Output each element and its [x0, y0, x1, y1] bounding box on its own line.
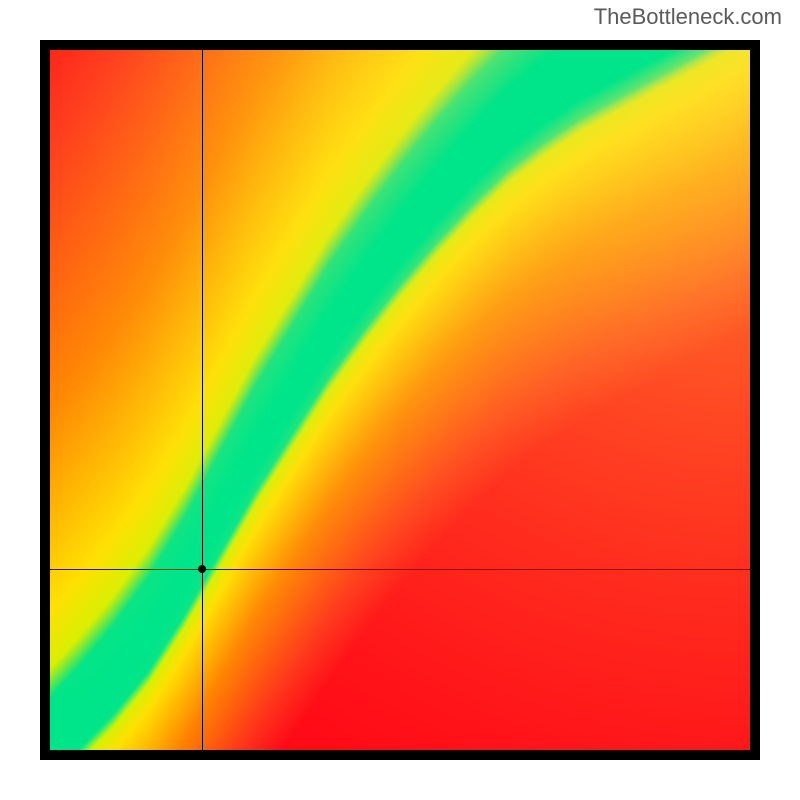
crosshair-horizontal [40, 569, 760, 570]
heatmap-canvas [40, 40, 760, 760]
crosshair-vertical [202, 40, 203, 760]
chart-container: TheBottleneck.com [0, 0, 800, 800]
plot-area [40, 40, 760, 760]
watermark-text: TheBottleneck.com [594, 4, 782, 30]
crosshair-marker [198, 565, 206, 573]
